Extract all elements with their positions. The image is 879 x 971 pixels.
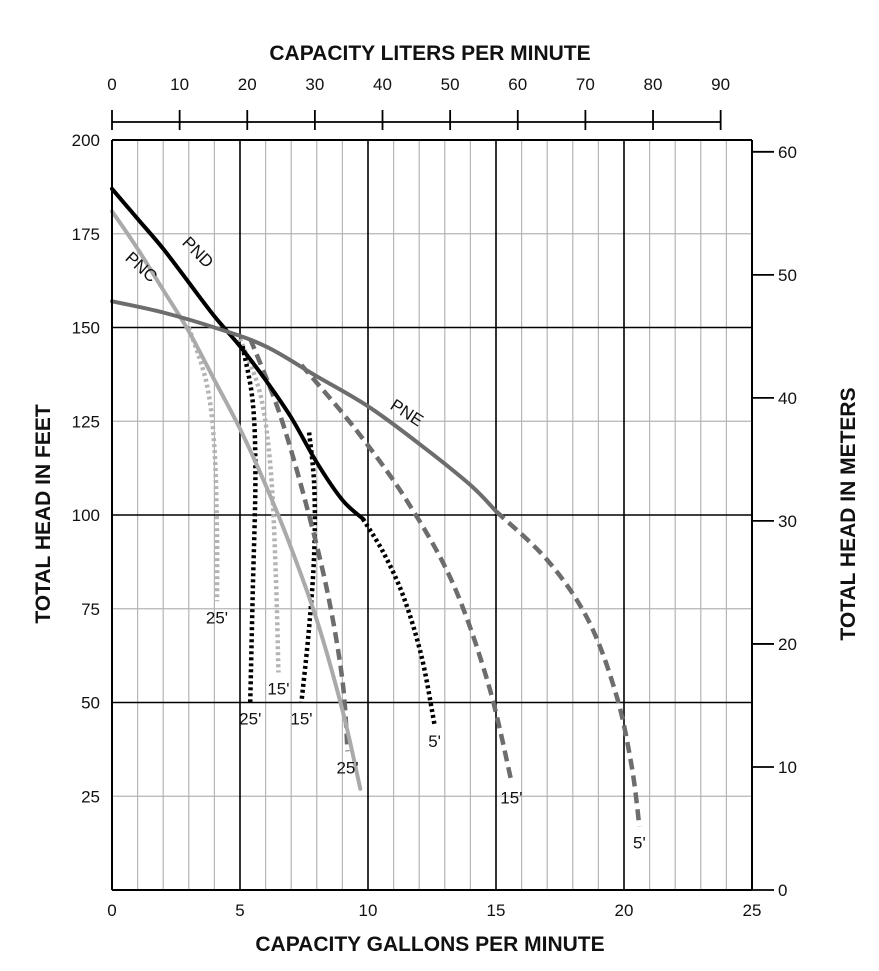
series-label-pnd: PND — [178, 233, 217, 272]
top-tick-label: 30 — [305, 75, 324, 94]
pipe-curve-pne-6 — [299, 363, 514, 782]
left-tick-label: 200 — [72, 131, 100, 150]
bottom-tick-label: 15 — [487, 901, 506, 920]
top-tick-label: 60 — [508, 75, 527, 94]
grid — [112, 140, 752, 890]
series-line-pne — [110, 299, 498, 514]
series-line-pnc — [110, 209, 363, 791]
right-tick-label: 60 — [778, 143, 797, 162]
bottom-tick-label: 5 — [235, 901, 244, 920]
top-tick-label: 10 — [170, 75, 189, 94]
series-layer — [110, 186, 642, 827]
top-axis-title: CAPACITY LITERS PER MINUTE — [269, 42, 590, 65]
left-tick-label: 75 — [81, 600, 100, 619]
pipe-length-label: 15' — [500, 788, 522, 807]
top-tick-label: 50 — [441, 75, 460, 94]
top-tick-label: 80 — [644, 75, 663, 94]
pipe-curve-pnd-3 — [299, 432, 318, 703]
pipe-length-label: 5' — [428, 732, 441, 751]
left-tick-label: 150 — [72, 319, 100, 338]
left-tick-label: 175 — [72, 225, 100, 244]
series-line-pnd — [110, 186, 365, 521]
bottom-tick-label: 0 — [107, 901, 116, 920]
left-tick-label: 125 — [72, 412, 100, 431]
labels-layer: 0 5 10 15 20 25255075100125150175200010203040… — [72, 75, 797, 920]
pipe-curve-pnd-2 — [240, 345, 258, 703]
pipe-curve-pnd-4 — [360, 517, 437, 726]
left-tick-label: 25 — [81, 787, 100, 806]
top-tick-label: 0 — [107, 75, 116, 94]
axes-layer — [111, 110, 774, 891]
top-tick-label: 20 — [238, 75, 257, 94]
pipe-length-label: 25' — [206, 608, 228, 627]
pipe-length-label: 5' — [633, 833, 646, 852]
right-tick-label: 40 — [778, 389, 797, 408]
pipe-length-label: 25' — [239, 710, 261, 729]
top-tick-label: 70 — [576, 75, 595, 94]
pipe-curve-pnc-1 — [237, 338, 281, 673]
top-tick-label: 90 — [711, 75, 730, 94]
pipe-length-label: 15' — [290, 710, 312, 729]
left-tick-label: 100 — [72, 506, 100, 525]
pipe-length-label: 25' — [336, 758, 358, 777]
pipe-curve-pne-5 — [248, 337, 350, 752]
bottom-tick-label: 10 — [359, 901, 378, 920]
pipe-length-label: 15' — [267, 680, 289, 699]
bottom-axis-title: CAPACITY GALLONS PER MINUTE — [255, 933, 604, 956]
right-tick-label: 0 — [778, 881, 787, 900]
right-tick-label: 30 — [778, 512, 797, 531]
bottom-tick-label: 25 — [743, 901, 762, 920]
right-axis-title: TOTAL HEAD IN METERS — [837, 387, 860, 640]
top-tick-label: 40 — [373, 75, 392, 94]
left-axis-title: TOTAL HEAD IN FEET — [32, 404, 55, 624]
right-tick-label: 20 — [778, 635, 797, 654]
bottom-tick-label: 20 — [615, 901, 634, 920]
left-tick-label: 50 — [81, 694, 100, 713]
pipe-curve-pne-7 — [494, 509, 642, 827]
pipe-curve-pnc-0 — [186, 326, 220, 602]
right-tick-label: 10 — [778, 758, 797, 777]
right-tick-label: 50 — [778, 266, 797, 285]
